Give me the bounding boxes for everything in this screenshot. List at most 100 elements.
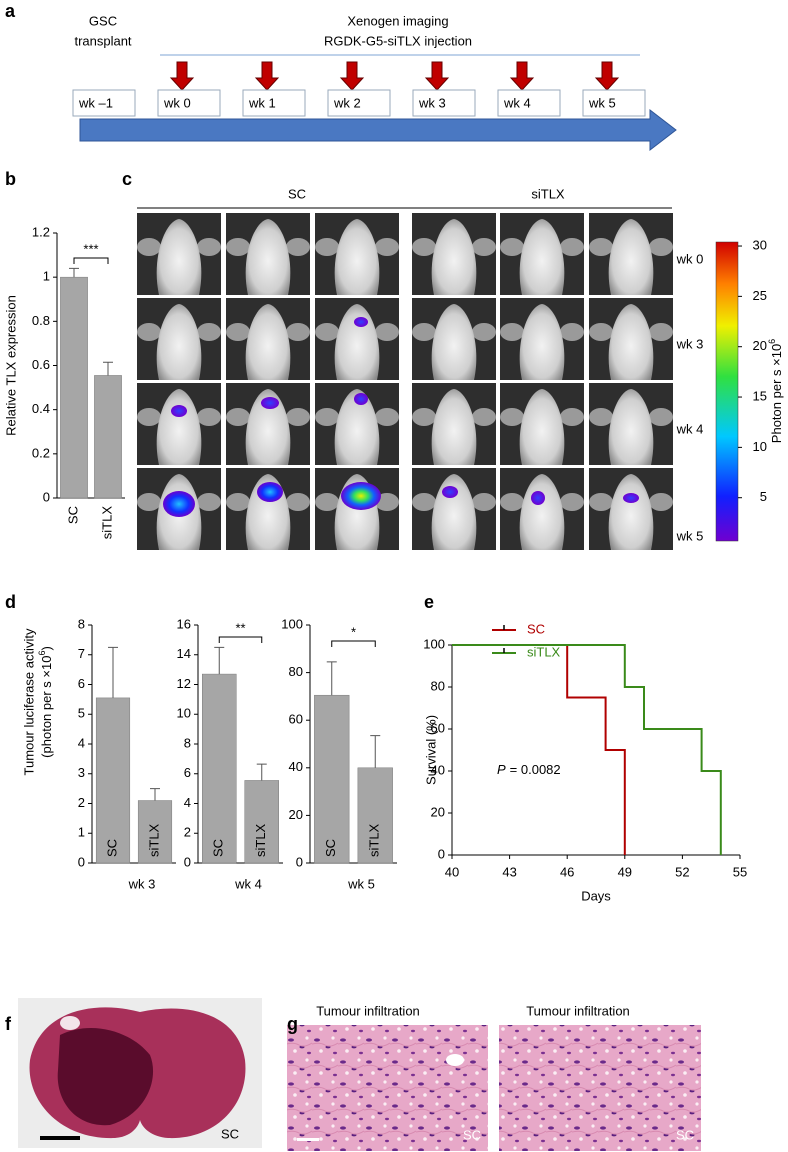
week-label: wk 4 — [503, 95, 531, 110]
y-tick-label: 40 — [431, 762, 445, 777]
panel-letter: b — [5, 169, 16, 189]
mouse-ear — [197, 323, 221, 341]
y-tick-label: 20 — [431, 804, 445, 819]
mouse-ear — [286, 238, 310, 256]
mouse-body — [245, 304, 291, 380]
week-box — [242, 89, 306, 117]
mouse-ear — [412, 493, 436, 511]
x-axis-label: wk 4 — [234, 876, 262, 891]
survival-line — [452, 644, 722, 855]
week-box — [72, 89, 136, 117]
week-box — [157, 89, 221, 117]
y-tick-label: 16 — [177, 616, 191, 631]
mouse-body — [608, 219, 654, 295]
x-tick-label: 49 — [618, 864, 632, 879]
colorbar — [715, 241, 739, 542]
bar — [60, 276, 88, 499]
legend-label: siTLX — [527, 644, 561, 659]
signal-blob — [354, 317, 368, 327]
week-label: wk 5 — [588, 95, 616, 110]
week-label: wk –1 — [78, 95, 113, 110]
mouse-body — [519, 304, 565, 380]
panel-letter: f — [5, 1014, 12, 1034]
error-bar — [256, 763, 267, 781]
mouse-body — [431, 389, 477, 465]
y-axis-label: (photon per s ×106) — [37, 646, 54, 758]
x-tick-label: 40 — [445, 864, 459, 879]
y-tick-label: 0 — [43, 489, 50, 504]
mouse-ear — [197, 238, 221, 256]
signal-blob — [257, 482, 283, 502]
colorbar-label: Photon per s ×106 — [767, 339, 784, 443]
y-tick-label: 0 — [184, 854, 191, 869]
bar — [314, 694, 350, 864]
y-tick-label: 7 — [78, 646, 85, 661]
bar — [244, 780, 279, 864]
significance-label: *** — [83, 241, 98, 256]
y-axis-label-unit: (photon per s ×10 — [39, 656, 54, 758]
mouse-ear — [472, 408, 496, 426]
mouse-ear — [560, 408, 584, 426]
mouse-ear — [315, 408, 339, 426]
x-tick-label: 52 — [675, 864, 689, 879]
y-tick-label: 8 — [78, 616, 85, 631]
y-tick-label: 60 — [289, 712, 303, 727]
histology-image — [287, 1025, 488, 1151]
mouse-ear — [226, 493, 250, 511]
y-tick-label: 12 — [177, 676, 191, 691]
y-tick-label: 0.4 — [32, 401, 50, 416]
timeline-heading: GSC — [89, 13, 117, 28]
signal-blob — [442, 486, 458, 498]
mouse-ear — [560, 493, 584, 511]
mouse-ear — [137, 323, 161, 341]
y-tick-label: 6 — [78, 676, 85, 691]
mouse-ear — [137, 408, 161, 426]
mouse-body — [431, 219, 477, 295]
mouse-body — [608, 389, 654, 465]
bar — [95, 697, 131, 864]
panel-letter: a — [5, 1, 16, 21]
mouse-body — [608, 304, 654, 380]
row-label: wk 5 — [676, 528, 704, 543]
colorbar-tick-label: 15 — [753, 388, 767, 403]
legend-label: SC — [527, 621, 545, 636]
bar-label: SC — [211, 839, 226, 857]
y-axis-label-close: ) — [39, 646, 54, 650]
mouse-body — [519, 219, 565, 295]
error-bar — [214, 646, 225, 675]
mouse-ear — [315, 323, 339, 341]
mouse-ear — [286, 323, 310, 341]
mouse-ear — [197, 493, 221, 511]
y-axis-label-exp: 6 — [37, 651, 47, 656]
y-tick-label: 100 — [423, 636, 445, 651]
x-tick-label: 43 — [502, 864, 516, 879]
scale-bar — [297, 1138, 319, 1141]
week-box — [327, 89, 391, 117]
bar — [94, 375, 122, 499]
timeline-heading: transplant — [74, 33, 131, 48]
x-tick-label: siTLX — [99, 506, 114, 540]
mouse-ear — [500, 238, 524, 256]
week-label: wk 2 — [333, 95, 361, 110]
y-tick-label: 80 — [289, 664, 303, 679]
y-tick-label: 1 — [78, 825, 85, 840]
panel-letter: c — [122, 169, 132, 189]
timeline-heading: RGDK-G5-siTLX injection — [324, 33, 472, 48]
significance-label: * — [351, 624, 356, 639]
y-tick-label: 60 — [431, 720, 445, 735]
mouse-body — [156, 304, 202, 380]
signal-blob — [261, 397, 279, 409]
y-tick-label: 80 — [431, 678, 445, 693]
y-tick-label: 0.6 — [32, 357, 50, 372]
group-label: SC — [288, 186, 306, 201]
mouse-ear — [472, 493, 496, 511]
mouse-body — [245, 219, 291, 295]
x-tick-label: 46 — [560, 864, 574, 879]
y-tick-label: 0 — [78, 854, 85, 869]
mouse-ear — [649, 238, 673, 256]
mouse-ear — [649, 408, 673, 426]
significance-bracket — [331, 640, 376, 647]
colorbar-label-exp: 6 — [767, 339, 777, 344]
mouse-ear — [375, 408, 399, 426]
mouse-ear — [226, 323, 250, 341]
